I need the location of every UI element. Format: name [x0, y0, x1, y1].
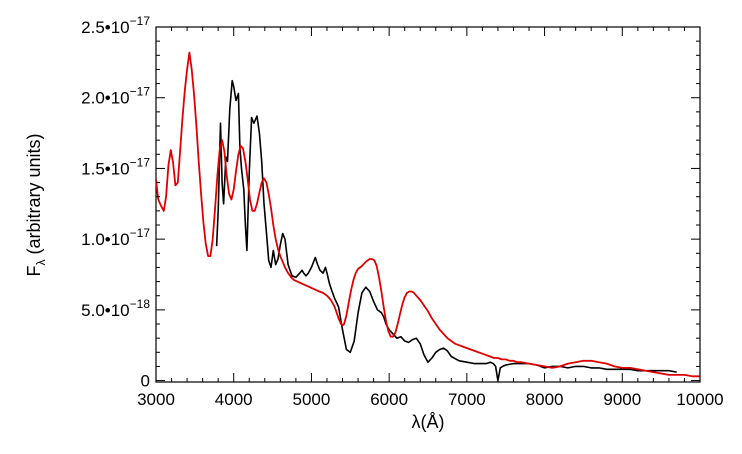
y-tick-label: 5.0•10−18	[81, 297, 150, 320]
y-axis-title-rest: (arbitrary units)	[24, 133, 44, 259]
x-tick-label: 9000	[603, 390, 641, 409]
y-axis-title: Fλ (arbitrary units)	[24, 133, 48, 276]
y-axis: 0 5.0•10−18 1.0•10−17 1.5•10−17 2.0•10−17 2.5…	[81, 14, 700, 391]
x-tick-label: 4000	[215, 390, 253, 409]
y-axis-title-main: F	[24, 266, 44, 277]
data-layer	[155, 51, 700, 382]
y-tick-label: 1.5•10−17	[81, 155, 150, 178]
x-tick-label: 8000	[526, 390, 564, 409]
x-axis: 3000 4000 5000 6000 7000 8000 9000 10000	[137, 27, 724, 409]
x-tick-label: 10000	[676, 390, 723, 409]
y-axis-title-sub: λ	[34, 260, 48, 266]
x-tick-label: 6000	[370, 390, 408, 409]
series-line-1	[215, 79, 677, 382]
x-axis-title: λ(Å)	[412, 412, 445, 432]
x-tick-label: 7000	[448, 390, 486, 409]
x-tick-label: 3000	[137, 390, 175, 409]
x-tick-label: 5000	[293, 390, 331, 409]
y-tick-label: 1.0•10−17	[81, 226, 150, 249]
plot-frame	[155, 26, 701, 383]
y-tick-label: 2.5•10−17	[81, 14, 150, 37]
series-line-2	[155, 51, 700, 378]
y-tick-label: 0	[141, 372, 150, 391]
y-tick-label: 2.0•10−17	[81, 85, 150, 108]
